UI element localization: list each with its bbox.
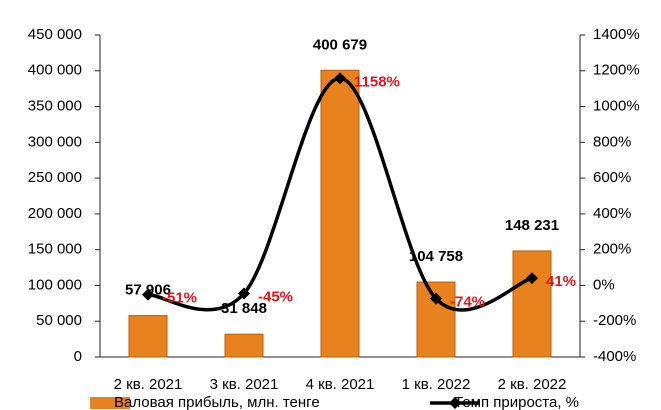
x-tick-label: 3 кв. 2021 — [210, 376, 279, 393]
y-tick-label: 0 — [74, 348, 82, 365]
y2-tick-label: 600% — [593, 169, 631, 186]
bar — [128, 315, 168, 358]
legend-label: Темп прироста, % — [454, 394, 579, 410]
bar-value-label: 400 679 — [313, 36, 367, 53]
x-tick-label: 4 кв. 2021 — [306, 376, 375, 393]
line-marker — [526, 272, 538, 285]
x-tick-label: 1 кв. 2022 — [402, 376, 471, 393]
y2-tick-label: 0% — [593, 276, 615, 293]
line-value-label: -45% — [258, 288, 293, 305]
legend-label: Валовая прибыль, млн. тенге — [114, 394, 320, 410]
x-tick-label: 2 кв. 2021 — [114, 376, 183, 393]
bar — [512, 250, 552, 358]
line-marker — [430, 292, 442, 305]
line-marker — [142, 288, 154, 301]
bar-value-label: 104 758 — [409, 248, 463, 265]
y2-tick-label: 1400% — [593, 26, 640, 43]
y-tick-label: 300 000 — [28, 133, 82, 150]
legend-swatch — [90, 397, 130, 409]
line-value-label: 1158% — [354, 73, 400, 90]
y2-tick-label: 800% — [593, 133, 631, 150]
legend-marker — [449, 397, 461, 409]
x-tick-label: 2 кв. 2022 — [498, 376, 567, 393]
y2-tick-label: -400% — [593, 348, 636, 365]
y2-tick-label: -200% — [593, 312, 636, 329]
y2-tick-label: 200% — [593, 241, 631, 258]
y-tick-label: 50 000 — [36, 312, 82, 329]
line-value-label: -51% — [162, 290, 197, 307]
y-tick-label: 150 000 — [28, 241, 82, 258]
y2-tick-label: 1000% — [593, 98, 640, 115]
y-tick-label: 350 000 — [28, 98, 82, 115]
bar — [320, 69, 360, 358]
line-value-label: 41% — [546, 273, 576, 290]
y-tick-label: 200 000 — [28, 205, 82, 222]
bar — [224, 333, 264, 358]
y-tick-label: 400 000 — [28, 62, 82, 79]
y-tick-label: 100 000 — [28, 276, 82, 293]
y-tick-label: 250 000 — [28, 169, 82, 186]
line-marker — [334, 72, 346, 85]
y2-tick-label: 1200% — [593, 62, 640, 79]
bar-value-label: 148 231 — [505, 217, 559, 234]
line-value-label: -74% — [450, 294, 485, 311]
y-tick-label: 450 000 — [28, 26, 82, 43]
y2-tick-label: 400% — [593, 205, 631, 222]
line-marker — [238, 287, 250, 300]
